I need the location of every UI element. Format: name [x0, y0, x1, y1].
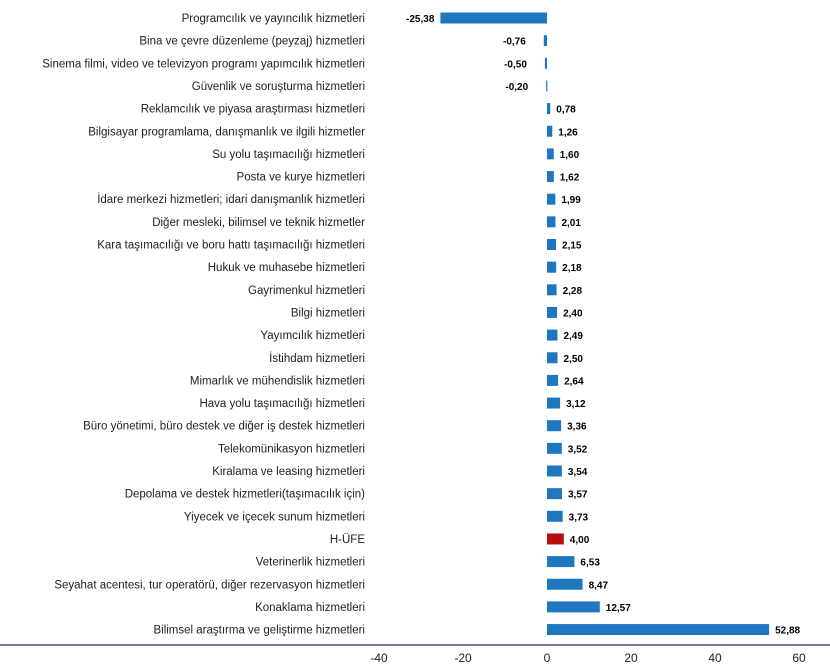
value-label: 6,53	[580, 558, 600, 569]
category-label: Bina ve çevre düzenleme (peyzaj) hizmetl…	[139, 36, 365, 48]
category-label: Büro yönetimi, büro destek ve diğer iş d…	[83, 421, 365, 433]
bar	[440, 12, 547, 24]
category-label: Bilgi hizmetleri	[291, 307, 365, 319]
category-label: Telekomünikasyon hizmetleri	[218, 443, 365, 455]
bar	[547, 261, 557, 273]
value-label: -0,76	[503, 37, 526, 48]
value-label: -0,50	[504, 59, 527, 70]
bar	[547, 510, 563, 522]
bar	[547, 374, 559, 386]
category-label: Kara taşımacılığı ve boru hattı taşımacı…	[97, 240, 365, 252]
bar	[547, 397, 561, 409]
category-label: H-ÜFE	[330, 534, 365, 546]
value-label: 1,26	[558, 127, 578, 138]
bar	[547, 624, 770, 636]
value-label: 2,50	[564, 354, 584, 365]
bar	[543, 35, 547, 47]
x-tick-label: -40	[370, 651, 388, 665]
bar	[547, 601, 600, 613]
value-label: 2,18	[562, 263, 582, 274]
value-label: 3,54	[568, 467, 588, 478]
x-tick-label: -20	[454, 651, 472, 665]
category-labels: Programcılık ve yayıncılık hizmetleri Bin…	[42, 13, 365, 637]
value-label: 52,88	[775, 626, 800, 637]
value-label: 2,64	[564, 376, 584, 387]
category-label: Gayrimenkul hizmetleri	[248, 285, 365, 297]
bar	[547, 216, 556, 228]
value-label: 3,12	[566, 399, 586, 410]
value-label: 1,62	[560, 173, 580, 184]
value-label: -25,38	[406, 14, 435, 25]
category-label: Hukuk ve muhasebe hizmetleri	[208, 262, 365, 274]
value-label: 3,36	[567, 422, 587, 433]
x-tick-label: 60	[792, 651, 806, 665]
value-label: 4,00	[570, 535, 590, 546]
category-label: Yiyecek ve içecek sunum hizmetleri	[184, 511, 365, 523]
x-tick-label: 0	[544, 651, 551, 665]
category-label: Konaklama hizmetleri	[255, 602, 365, 614]
bar	[547, 193, 556, 205]
bar	[547, 420, 562, 432]
category-label: Diğer mesleki, bilimsel ve teknik hizmet…	[152, 217, 365, 229]
category-label: Programcılık ve yayıncılık hizmetleri	[182, 13, 365, 25]
value-label: 3,52	[568, 444, 588, 455]
value-label: 1,60	[560, 150, 580, 161]
value-label: 2,15	[562, 241, 582, 252]
category-label: İstihdam hizmetleri	[269, 352, 365, 365]
bar	[547, 442, 562, 454]
category-label: Bilimsel araştırma ve geliştirme hizmetl…	[153, 625, 365, 637]
category-label: Hava yolu taşımacılığı hizmetleri	[199, 398, 365, 410]
bar	[547, 465, 562, 477]
value-label: 8,47	[589, 580, 609, 591]
value-label: 12,57	[606, 603, 631, 614]
category-label: Veterinerlik hizmetleri	[256, 557, 365, 569]
bar	[547, 284, 557, 296]
value-label: 2,49	[563, 331, 583, 342]
bar	[547, 352, 558, 364]
category-label: Posta ve kurye hizmetleri	[237, 172, 365, 184]
bar	[547, 556, 575, 568]
category-label: İdare merkezi hizmetleri; idari danışman…	[97, 193, 365, 206]
bar	[546, 80, 548, 92]
x-tick-label: 20	[624, 651, 638, 665]
bar	[547, 239, 557, 250]
value-label: 0,78	[556, 105, 576, 116]
value-label: 1,99	[561, 195, 581, 206]
category-label: Su yolu taşımacılığı hizmetleri	[212, 149, 365, 161]
bar	[547, 125, 553, 137]
bar	[547, 329, 558, 341]
bar	[547, 306, 558, 318]
category-label: Yayımcılık hizmetleri	[260, 330, 365, 342]
bar	[547, 488, 562, 500]
category-label: Mimarlık ve mühendislik hizmetleri	[190, 375, 365, 387]
value-label: 2,01	[561, 218, 581, 229]
bar-highlight	[547, 533, 564, 545]
value-label: 2,40	[563, 308, 583, 319]
value-label: -0,20	[505, 82, 528, 93]
value-label: 3,57	[568, 490, 588, 501]
category-label: Bilgisayar programlama, danışmanlık ve i…	[88, 126, 365, 138]
bar	[547, 171, 554, 183]
category-label: Kiralama ve leasing hizmetleri	[212, 466, 365, 478]
bar	[547, 103, 551, 115]
bar	[544, 57, 547, 69]
value-label: 3,73	[569, 512, 589, 523]
category-label: Güvenlik ve soruşturma hizmetleri	[192, 81, 365, 93]
value-labels: -25,38 -0,76 -0,50 -0,20 0,78 1,26 1,60 1,62 1,9…	[406, 14, 801, 637]
bar	[547, 148, 554, 160]
category-label: Seyahat acentesi, tur operatörü, diğer r…	[54, 579, 365, 591]
value-label: 2,28	[563, 286, 583, 297]
x-tick-label: 40	[708, 651, 722, 665]
x-axis-ticks: -40 -20 0 20 40 60	[370, 651, 806, 665]
bars	[440, 12, 770, 636]
category-label: Depolama ve destek hizmetleri(taşımacılı…	[125, 489, 365, 501]
category-label: Reklamcılık ve piyasa araştırması hizmet…	[141, 104, 365, 116]
category-label: Sinema filmi, video ve televizyon progra…	[42, 58, 365, 70]
bar	[547, 578, 583, 590]
